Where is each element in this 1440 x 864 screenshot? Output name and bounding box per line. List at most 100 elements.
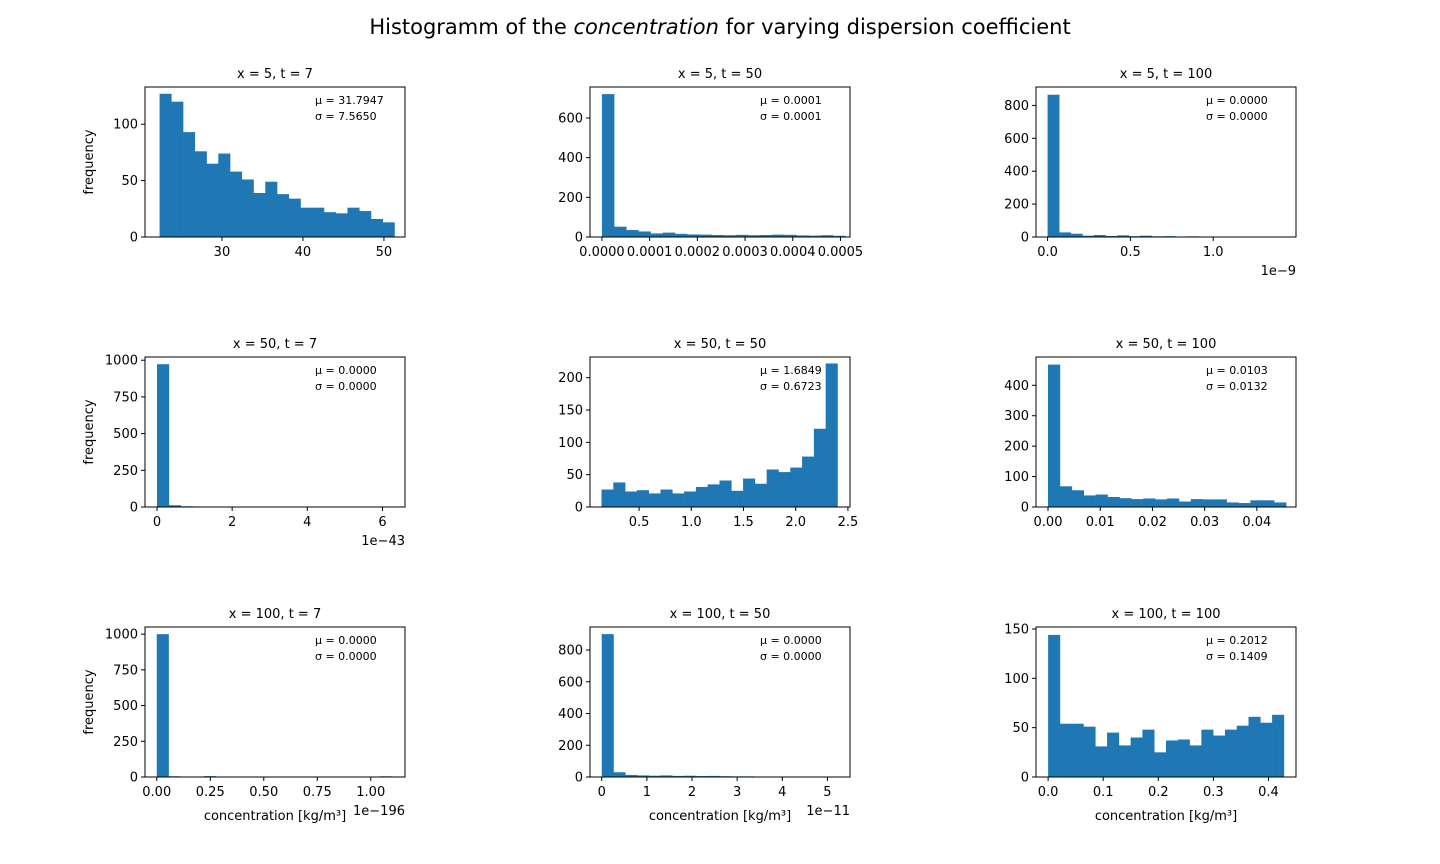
x-tick-label: 0.50 xyxy=(249,785,278,800)
y-tick-label: 100 xyxy=(113,118,138,133)
x-tick-label: 1.0 xyxy=(1203,245,1224,260)
y-tick-label: 0 xyxy=(575,501,583,516)
histogram-bar xyxy=(1224,729,1238,777)
y-tick-label: 50 xyxy=(1012,721,1029,736)
histogram-bar xyxy=(157,364,170,507)
histogram-bar xyxy=(241,179,254,237)
histogram-bar xyxy=(1272,714,1285,777)
histogram-bar xyxy=(1190,499,1204,507)
histogram-bar xyxy=(1130,737,1143,777)
y-tick-label: 0 xyxy=(575,771,583,786)
stat-annotation: μ = 0.0000 xyxy=(1206,94,1268,107)
y-tick-label: 100 xyxy=(1004,672,1029,687)
stat-annotation: σ = 0.0000 xyxy=(760,650,822,663)
histogram-bar xyxy=(1226,502,1239,507)
stat-annotation: σ = 0.0132 xyxy=(1206,380,1268,393)
histogram-bar xyxy=(253,193,266,237)
x-tick-label: 0.0002 xyxy=(675,245,721,260)
x-tick-label: 2 xyxy=(228,515,236,530)
histogram-bar xyxy=(808,235,822,237)
x-tick-label: 2.5 xyxy=(838,515,859,530)
histogram-bar xyxy=(711,235,724,237)
histogram-bar xyxy=(1048,364,1061,507)
y-axis-label: frequency xyxy=(82,669,97,735)
histogram-bar xyxy=(1177,739,1190,777)
stat-annotation: μ = 0.0103 xyxy=(1206,364,1268,377)
y-tick-label: 200 xyxy=(558,371,583,386)
x-tick-label: 1.5 xyxy=(733,515,754,530)
histogram-bar xyxy=(1071,723,1084,777)
y-tick-label: 0 xyxy=(130,771,138,786)
histogram-bar xyxy=(168,505,181,507)
histogram-bar xyxy=(1107,496,1120,507)
y-tick-label: 600 xyxy=(558,675,583,690)
x-tick-label: 1.0 xyxy=(681,515,702,530)
histogram-bar xyxy=(683,775,696,777)
histogram-bar xyxy=(820,235,834,237)
histogram-panel: 0.00 0.25 0.50 0.75 1.00 0 250 500 750 1000 x = 10… xyxy=(82,607,406,824)
histogram-bar xyxy=(778,472,791,507)
x-tick-label: 2 xyxy=(688,785,696,800)
histogram-bar xyxy=(1142,729,1155,777)
histogram-bar xyxy=(1070,233,1083,237)
histogram-bar xyxy=(1071,490,1085,507)
histogram-bar xyxy=(156,634,169,777)
histogram-bar xyxy=(731,490,744,507)
histogram-bar xyxy=(636,775,649,777)
subplot-title: x = 50, t = 50 xyxy=(674,337,766,352)
x-tick-label: 1.00 xyxy=(356,785,385,800)
histogram-bar xyxy=(171,101,184,237)
x-tick-label: 0.0 xyxy=(1037,245,1058,260)
histogram-bar xyxy=(1059,486,1073,507)
histogram-bar xyxy=(813,428,826,507)
y-tick-label: 400 xyxy=(558,151,583,166)
y-tick-label: 250 xyxy=(113,735,138,750)
stat-annotation: σ = 0.6723 xyxy=(760,380,822,393)
histogram-bar xyxy=(1117,235,1130,237)
y-tick-label: 0 xyxy=(130,231,138,246)
y-tick-label: 400 xyxy=(1004,379,1029,394)
histogram-bar xyxy=(1059,232,1072,237)
histogram-bar xyxy=(1154,752,1167,777)
y-tick-label: 600 xyxy=(558,111,583,126)
histogram-bar xyxy=(743,478,756,507)
x-tick-label: 30 xyxy=(214,245,231,260)
subplot-title: x = 50, t = 7 xyxy=(233,337,317,352)
histogram-bar xyxy=(1059,723,1072,777)
histogram-bar xyxy=(784,234,797,237)
axes-frame xyxy=(1035,626,1297,778)
stat-annotation: σ = 7.5650 xyxy=(315,110,377,123)
x-tick-label: 0.4 xyxy=(1258,785,1279,800)
histogram-bar xyxy=(370,218,384,237)
axes-frame xyxy=(1035,356,1297,508)
histogram-bar xyxy=(625,491,638,507)
axes-frame xyxy=(589,86,851,238)
y-tick-label: 0 xyxy=(1021,771,1029,786)
histogram-bar xyxy=(1095,746,1108,777)
histogram-bar xyxy=(1118,745,1131,777)
histogram-bar xyxy=(825,363,838,507)
y-tick-label: 0 xyxy=(1021,501,1029,516)
histogram-bar xyxy=(672,775,685,777)
histogram-bar xyxy=(662,232,676,237)
y-tick-label: 800 xyxy=(1004,99,1029,114)
y-tick-label: 750 xyxy=(113,390,138,405)
y-tick-label: 400 xyxy=(1004,165,1029,180)
y-tick-label: 200 xyxy=(1004,440,1029,455)
y-tick-label: 0 xyxy=(575,231,583,246)
y-tick-label: 50 xyxy=(121,174,138,189)
histogram-panel: 0.0 0.5 1.0 0 200 400 600 800 x = 5, t = 100 μ = … xyxy=(1004,67,1297,279)
x-offset-label: 1e−43 xyxy=(361,534,405,549)
histogram-bar xyxy=(230,171,243,237)
histogram-bar xyxy=(613,482,626,507)
figure-title-prefix: Histogramm of the xyxy=(369,15,573,39)
histogram-bar xyxy=(335,213,348,237)
histogram-bar xyxy=(723,235,737,237)
histogram-bar xyxy=(1201,729,1214,777)
x-tick-label: 50 xyxy=(376,245,393,260)
histogram-bar xyxy=(1167,498,1180,507)
y-tick-label: 800 xyxy=(558,644,583,659)
x-offset-label: 1e−9 xyxy=(1261,264,1296,279)
histogram-bar xyxy=(1119,498,1132,507)
